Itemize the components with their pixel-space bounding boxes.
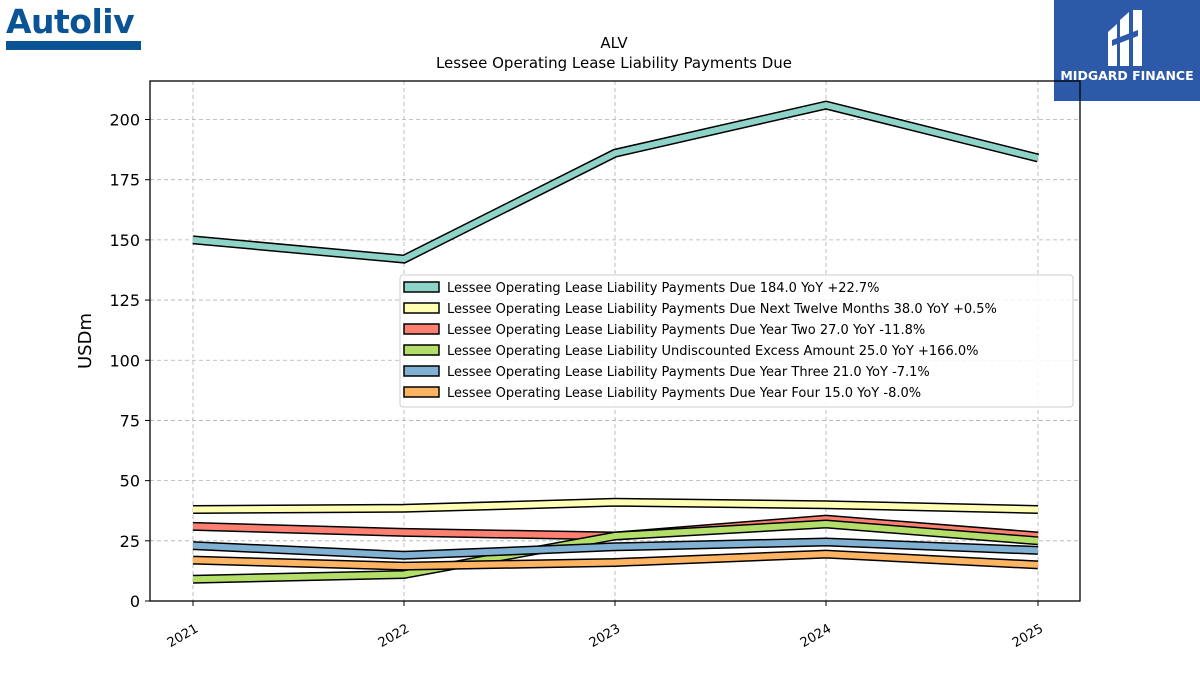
legend-entry: Lessee Operating Lease Liability Payment… (447, 365, 930, 380)
legend-entry: Lessee Operating Lease Liability Payment… (447, 386, 921, 401)
y-tick-label: 125 (109, 291, 140, 310)
series-line (192, 100, 1040, 264)
midgard-logo-icon (1108, 10, 1142, 66)
series-line-stroke (192, 551, 1039, 570)
legend-entry: Lessee Operating Lease Liability Payment… (447, 281, 880, 296)
y-tick-label: 75 (120, 411, 140, 430)
series-line-stroke (192, 499, 1039, 513)
autoliv-logo-text: Autoliv (6, 2, 135, 41)
y-tick-label: 200 (109, 111, 140, 130)
legend-box (399, 274, 1074, 408)
chart-title: ALV (600, 34, 628, 52)
series-line (192, 537, 1039, 560)
legend-swatch (403, 365, 440, 377)
series-line (192, 519, 1039, 584)
autoliv-logo-bar (6, 41, 141, 50)
series-line (192, 497, 1039, 514)
legend-entry: Lessee Operating Lease Liability Payment… (447, 302, 997, 317)
y-tick-label: 175 (109, 171, 140, 190)
legend-swatch (403, 302, 440, 314)
chart-subtitle: Lessee Operating Lease Liability Payment… (436, 54, 792, 72)
legend-swatch (403, 281, 440, 293)
series-line-stroke (192, 520, 1039, 583)
y-axis-ticks: 0 25 50 75 100 125 150 175 200 (109, 111, 150, 611)
y-tick-label: 25 (120, 532, 140, 551)
y-tick-label: 0 (130, 592, 140, 611)
series-line (192, 549, 1039, 571)
y-axis-label: USDm (75, 313, 96, 369)
chart-lines (192, 100, 1040, 584)
legend-swatch (403, 323, 440, 335)
series-line-stroke (192, 102, 1039, 263)
x-axis-ticks: 2021 2022 2023 2024 2025 (165, 601, 1046, 651)
autoliv-logo: Autoliv (6, 4, 142, 50)
series-line-stroke (192, 538, 1039, 559)
legend-swatch (403, 386, 440, 398)
legend-entry: Lessee Operating Lease Liability Undisco… (447, 344, 978, 359)
midgard-logo-text: MIDGARD FINANCE (1060, 68, 1194, 83)
x-tick-label: 2022 (376, 621, 412, 651)
y-tick-label: 100 (109, 351, 140, 370)
y-tick-label: 150 (109, 231, 140, 250)
legend-entry: Lessee Operating Lease Liability Payment… (447, 323, 925, 338)
chart-legend: Lessee Operating Lease Liability Payment… (399, 274, 1074, 408)
x-tick-label: 2025 (1010, 621, 1046, 651)
midgard-finance-logo: MIDGARD FINANCE (1054, 0, 1200, 101)
x-tick-label: 2024 (798, 621, 834, 651)
x-tick-label: 2021 (165, 621, 201, 651)
x-tick-label: 2023 (587, 621, 623, 651)
y-tick-label: 50 (120, 472, 140, 491)
legend-swatch (403, 344, 440, 356)
